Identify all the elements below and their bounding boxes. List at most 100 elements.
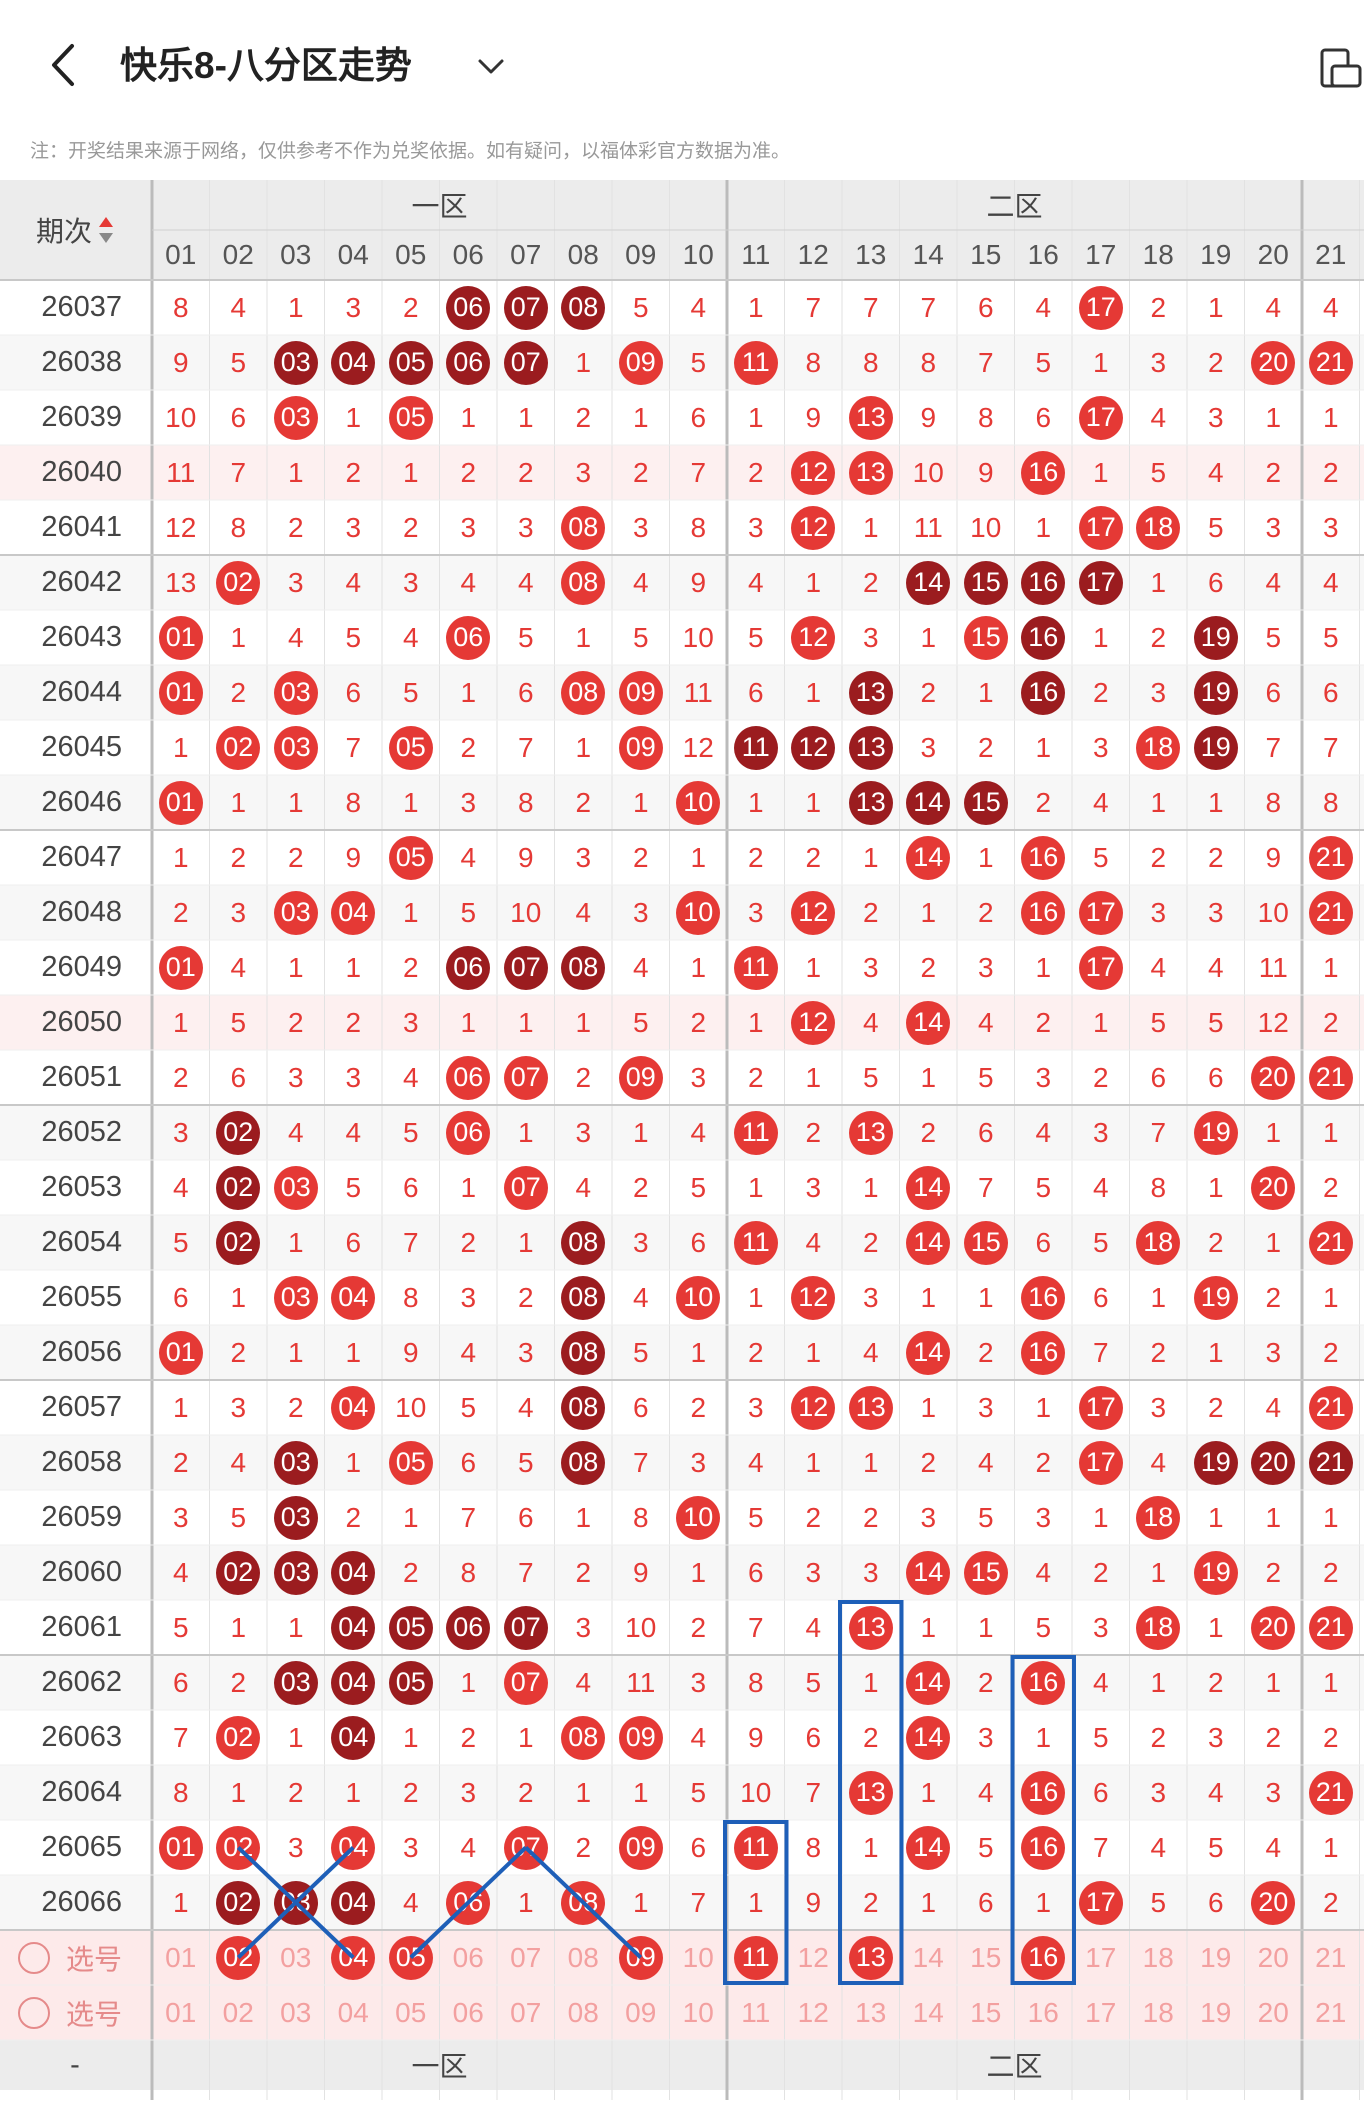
trend-cell: 2	[747, 1336, 764, 1368]
trend-cell: 9	[747, 1721, 764, 1753]
pick-cell[interactable]: 13	[842, 1930, 900, 1985]
drawn-number-ball: 16	[1021, 1770, 1066, 1815]
sort-arrows-icon[interactable]	[98, 215, 114, 245]
trend-cell: 11	[1258, 951, 1288, 983]
drawn-number-ball: 14	[906, 1660, 951, 1705]
pick-cell[interactable]: 08	[567, 1941, 599, 1973]
drawn-number-ball: 02	[216, 1825, 261, 1870]
pick-cell[interactable]: 08	[567, 1996, 599, 2028]
pick-cell[interactable]: 07	[510, 1941, 542, 1973]
pick-cell[interactable]: 05	[395, 1996, 427, 2028]
pick-cell[interactable]: 17	[1085, 1941, 1117, 1973]
pick-cell[interactable]: 19	[1200, 1996, 1232, 2028]
trend-cell: 10	[1257, 896, 1289, 928]
trend-cell: 1	[402, 1721, 419, 1753]
pick-cell[interactable]: 09	[612, 1930, 670, 1985]
pick-cell[interactable]: 16	[1027, 1996, 1059, 2028]
trend-cell: 1	[230, 1281, 247, 1313]
pick-cell[interactable]: 16	[1015, 1930, 1073, 1985]
trend-cell: 1	[977, 841, 994, 873]
drawn-number-ball: 19	[1193, 1550, 1238, 1595]
pick-cell[interactable]: 05	[382, 1930, 440, 1985]
pick-cell[interactable]: 10	[682, 1996, 714, 2028]
trend-cell: 1	[1207, 786, 1224, 818]
chevron-down-icon[interactable]	[474, 50, 508, 84]
pick-cell[interactable]: 18	[1142, 1996, 1174, 2028]
pick-cell[interactable]: 11	[741, 1996, 771, 2028]
drawn-number-ball: 19	[1193, 725, 1238, 770]
pick-cell[interactable]: 19	[1200, 1941, 1232, 1973]
trend-cell: 1	[1207, 1501, 1224, 1533]
radio-icon[interactable]	[18, 1941, 50, 1974]
pick-cell[interactable]: 18	[1142, 1941, 1174, 1973]
pick-cell[interactable]: 13	[855, 1996, 887, 2028]
trend-cell: 02	[210, 1105, 268, 1160]
pick-cell[interactable]: 10	[682, 1941, 714, 1973]
pick-cell[interactable]: 04	[325, 1930, 383, 1985]
selected-number-ball[interactable]: 04	[331, 1935, 376, 1980]
pick-cell[interactable]: 11	[727, 1930, 785, 1985]
phone-tablet-icon[interactable]	[1318, 46, 1364, 90]
pick-cell[interactable]: 20	[1257, 1996, 1289, 2028]
drawn-number-ball: 04	[331, 1660, 376, 1705]
selected-number-ball[interactable]: 02	[216, 1935, 261, 1980]
trend-cell: 10	[395, 1391, 427, 1423]
pick-cell[interactable]: 04	[337, 1996, 369, 2028]
selected-number-ball[interactable]: 11	[733, 1935, 778, 1980]
pick-cell[interactable]: 01	[165, 1996, 197, 2028]
pick-cell[interactable]: 01	[165, 1941, 197, 1973]
trend-cell: 16	[1015, 885, 1073, 940]
pick-cell[interactable]: 02	[222, 1996, 254, 2028]
pick-cell[interactable]: 12	[797, 1941, 829, 1973]
pick-cell[interactable]: 06	[452, 1996, 484, 2028]
pick-row-label[interactable]: 选号	[0, 1985, 150, 2040]
drawn-number-ball: 08	[561, 1275, 606, 1320]
pick-cell[interactable]: 12	[797, 1996, 829, 2028]
trend-cell: 8	[230, 511, 247, 543]
trend-cell: 4	[1265, 1391, 1282, 1423]
trend-cell: 3	[172, 1116, 189, 1148]
pick-cell[interactable]: 20	[1257, 1941, 1289, 1973]
pick-cell[interactable]: 21	[1315, 1996, 1347, 2028]
table-row	[0, 390, 1364, 445]
drawn-number-ball: 14	[906, 1330, 951, 1375]
pick-cell[interactable]: 03	[280, 1996, 312, 2028]
drawn-number-ball: 03	[273, 395, 318, 440]
issue-number: 26065	[41, 1831, 122, 1863]
trend-cell: 7	[517, 1556, 534, 1588]
pick-cell[interactable]: 17	[1085, 1996, 1117, 2028]
pick-cell[interactable]: 02	[210, 1930, 268, 1985]
pick-cell[interactable]: 07	[510, 1996, 542, 2028]
pick-cell[interactable]: 14	[912, 1941, 944, 1973]
issue-header-label: 期次	[35, 216, 92, 247]
page-title[interactable]: 快乐8-八分区走势	[120, 45, 412, 86]
selected-number-ball[interactable]: 13	[848, 1935, 893, 1980]
pick-cell[interactable]: 15	[970, 1996, 1002, 2028]
chevron-left-icon[interactable]	[40, 40, 90, 90]
trend-cell: 4	[172, 1556, 189, 1588]
trend-cell: 19	[1187, 665, 1245, 720]
drawn-number-ball: 08	[561, 1715, 606, 1760]
trend-cell: 06	[440, 1875, 498, 1930]
drawn-number-ball: 08	[561, 945, 606, 990]
trend-cell: 1	[862, 841, 879, 873]
radio-icon[interactable]	[18, 1996, 50, 2029]
pick-cell[interactable]: 09	[625, 1996, 657, 2028]
pick-row-label[interactable]: 选号	[0, 1930, 150, 1985]
trend-cell: 8	[172, 1776, 189, 1808]
trend-cell: 2	[747, 456, 764, 488]
selected-number-ball[interactable]: 05	[388, 1935, 433, 1980]
column-number: 01	[165, 239, 197, 270]
trend-cell: 13	[842, 1380, 900, 1435]
drawn-number-ball: 20	[1251, 1880, 1296, 1925]
trend-cell: 3	[460, 1281, 477, 1313]
pick-cell[interactable]: 21	[1315, 1941, 1347, 1973]
selected-number-ball[interactable]: 16	[1021, 1935, 1066, 1980]
pick-cell[interactable]: 15	[970, 1941, 1002, 1973]
pick-cell[interactable]: 06	[452, 1941, 484, 1973]
issue-header[interactable]: 期次	[0, 180, 150, 280]
trend-cell: 1	[805, 676, 822, 708]
pick-cell[interactable]: 03	[280, 1941, 312, 1973]
pick-cell[interactable]: 14	[912, 1996, 944, 2028]
selected-number-ball[interactable]: 09	[618, 1935, 663, 1980]
